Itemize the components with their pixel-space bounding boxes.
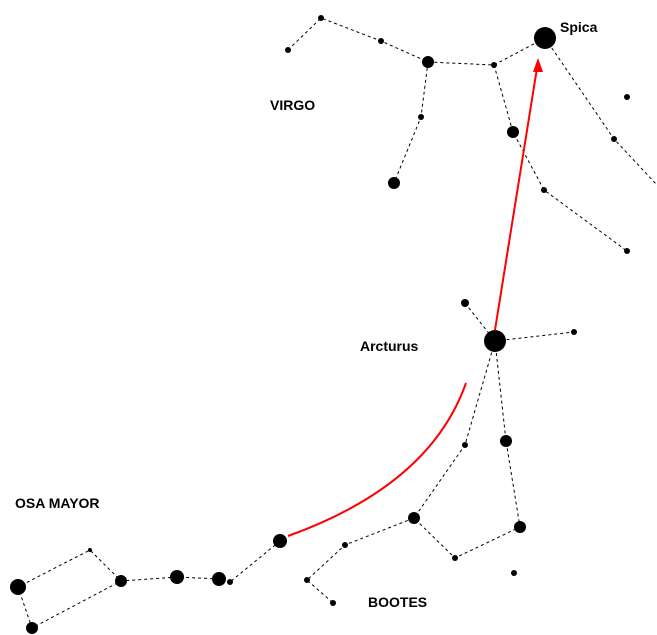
constellation-label: OSA MAYOR [15, 495, 100, 511]
constellation-label: BOOTES [368, 594, 427, 610]
constellation-label: VIRGO [270, 97, 315, 113]
star-label: Arcturus [360, 338, 419, 354]
stars [10, 15, 630, 634]
star-label: Spica [560, 19, 598, 35]
pointer-arrows [287, 58, 543, 537]
constellation-lines [17, 17, 657, 629]
